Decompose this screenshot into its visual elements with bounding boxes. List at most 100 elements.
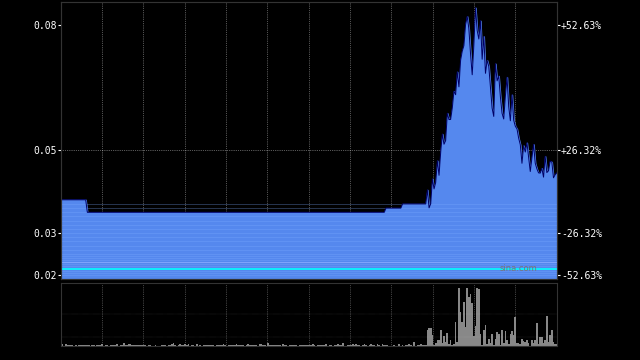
- Bar: [479, 334, 481, 346]
- Bar: [134, 345, 136, 346]
- Bar: [292, 345, 294, 346]
- Bar: [483, 330, 484, 346]
- Bar: [325, 344, 327, 346]
- Bar: [98, 345, 100, 346]
- Bar: [419, 345, 420, 346]
- Bar: [314, 345, 316, 346]
- Bar: [438, 339, 440, 346]
- Bar: [184, 345, 186, 346]
- Bar: [378, 345, 380, 346]
- Bar: [305, 345, 307, 346]
- Bar: [472, 303, 473, 346]
- Bar: [540, 337, 541, 346]
- Bar: [170, 345, 171, 346]
- Bar: [486, 344, 488, 346]
- Bar: [406, 345, 408, 346]
- Bar: [179, 344, 181, 346]
- Bar: [111, 345, 113, 346]
- Bar: [254, 345, 256, 346]
- Bar: [357, 345, 358, 346]
- Bar: [374, 345, 375, 346]
- Bar: [377, 344, 378, 346]
- Bar: [532, 343, 534, 346]
- Bar: [72, 345, 73, 346]
- Bar: [123, 343, 125, 346]
- Bar: [436, 340, 438, 346]
- Bar: [492, 334, 493, 346]
- Bar: [186, 345, 188, 346]
- Bar: [333, 345, 335, 346]
- Bar: [329, 345, 330, 346]
- Bar: [272, 345, 274, 346]
- Bar: [467, 288, 468, 346]
- Bar: [511, 332, 513, 346]
- Bar: [541, 337, 543, 346]
- Bar: [398, 344, 400, 346]
- Bar: [548, 342, 549, 346]
- Bar: [423, 345, 425, 346]
- Bar: [291, 345, 292, 346]
- Bar: [260, 344, 262, 346]
- Bar: [106, 345, 108, 346]
- Bar: [500, 345, 501, 346]
- Bar: [264, 345, 266, 346]
- Bar: [65, 345, 67, 346]
- Bar: [143, 345, 145, 346]
- Bar: [481, 345, 483, 346]
- Bar: [551, 330, 553, 346]
- Bar: [387, 345, 388, 346]
- Bar: [252, 345, 254, 346]
- Bar: [509, 334, 511, 346]
- Bar: [83, 345, 85, 346]
- Bar: [102, 344, 103, 346]
- Bar: [140, 345, 141, 346]
- Bar: [370, 344, 372, 346]
- Bar: [269, 345, 271, 346]
- Bar: [476, 288, 478, 346]
- Bar: [545, 340, 546, 346]
- Bar: [440, 330, 442, 346]
- Bar: [85, 345, 86, 346]
- Bar: [88, 345, 90, 346]
- Bar: [534, 341, 536, 346]
- Bar: [236, 344, 237, 346]
- Bar: [524, 342, 526, 346]
- Bar: [501, 330, 503, 346]
- Bar: [248, 344, 249, 346]
- Bar: [506, 340, 508, 346]
- Bar: [249, 345, 251, 346]
- Bar: [209, 345, 211, 346]
- Bar: [120, 345, 122, 346]
- Bar: [239, 345, 241, 346]
- Bar: [296, 345, 297, 346]
- Bar: [408, 344, 410, 346]
- Bar: [382, 344, 383, 346]
- Bar: [339, 345, 340, 346]
- Bar: [442, 343, 443, 346]
- Bar: [282, 344, 284, 346]
- Bar: [516, 343, 518, 346]
- Bar: [171, 344, 173, 346]
- Bar: [420, 344, 422, 346]
- Bar: [279, 345, 280, 346]
- Bar: [433, 345, 435, 346]
- Bar: [520, 344, 521, 346]
- Bar: [498, 334, 500, 346]
- Bar: [259, 343, 260, 346]
- Bar: [271, 345, 272, 346]
- Bar: [453, 343, 455, 346]
- Bar: [463, 302, 465, 346]
- Bar: [435, 343, 436, 346]
- Bar: [268, 343, 269, 346]
- Bar: [470, 294, 472, 346]
- Bar: [312, 344, 314, 346]
- Bar: [531, 340, 532, 346]
- Bar: [468, 297, 470, 346]
- Bar: [70, 345, 72, 346]
- Bar: [347, 345, 349, 346]
- Bar: [410, 345, 412, 346]
- Bar: [86, 345, 88, 346]
- Bar: [256, 345, 257, 346]
- Bar: [128, 345, 130, 346]
- Bar: [80, 345, 81, 346]
